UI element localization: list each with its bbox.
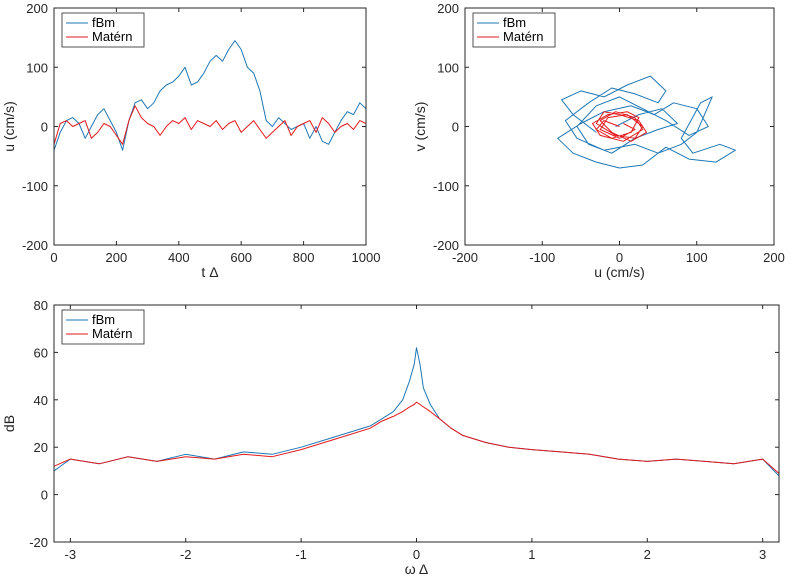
y-axis-label: dB <box>1 415 17 432</box>
y-tick-label: 40 <box>34 393 48 408</box>
legend-box <box>61 309 145 345</box>
x-tick-label: 0 <box>413 547 420 562</box>
x-tick-label: 0 <box>50 250 57 265</box>
y-tick-label: 60 <box>34 345 48 360</box>
y-tick-label: 0 <box>41 120 48 135</box>
x-tick-label: 100 <box>686 250 708 265</box>
x-tick-label: 3 <box>759 547 766 562</box>
legend-entry: fBm <box>92 15 115 30</box>
series-line-fbm <box>54 40 366 151</box>
y-tick-label: 200 <box>26 1 48 16</box>
y-tick-label: -20 <box>29 535 48 550</box>
legend-entry: Matérn <box>92 326 132 341</box>
x-axis-label: ω Δ <box>405 561 428 577</box>
x-tick-label: 1000 <box>352 250 381 265</box>
legend-box <box>472 12 556 48</box>
y-axis-label: v (cm/s) <box>412 102 428 152</box>
y-axis-label: u (cm/s) <box>1 101 17 152</box>
y-tick-label: 0 <box>452 120 459 135</box>
x-tick-label: -2 <box>180 547 192 562</box>
x-tick-label: -3 <box>65 547 77 562</box>
y-tick-label: 100 <box>26 60 48 75</box>
series-line-matern <box>54 105 366 145</box>
legend-entry: fBm <box>503 15 526 30</box>
legend-entry: fBm <box>92 312 115 327</box>
y-tick-label: -200 <box>433 238 459 253</box>
x-tick-label: 0 <box>616 250 623 265</box>
y-tick-label: -100 <box>22 179 48 194</box>
x-tick-label: 400 <box>168 250 190 265</box>
x-axis-label: t Δ <box>201 264 218 280</box>
series-line-matern <box>592 111 647 142</box>
series-line-fbm <box>54 347 779 476</box>
x-tick-label: -1 <box>295 547 307 562</box>
y-tick-label: -100 <box>433 179 459 194</box>
x-tick-label: -100 <box>529 250 555 265</box>
series-line-matern <box>54 401 779 474</box>
y-tick-label: 200 <box>437 1 459 16</box>
x-tick-label: 200 <box>106 250 128 265</box>
y-tick-label: 100 <box>437 60 459 75</box>
series-line-fbm <box>557 75 736 169</box>
x-tick-label: 2 <box>644 547 651 562</box>
x-tick-label: 800 <box>293 250 315 265</box>
x-tick-label: -200 <box>452 250 478 265</box>
y-tick-label: 20 <box>34 440 48 455</box>
x-tick-label: 1 <box>528 547 535 562</box>
chart-top-right: -200 -100 0 100 200 -200 -100 0 100 200 u (cm/s) v … <box>412 1 785 280</box>
y-tick-label: 0 <box>41 488 48 503</box>
axes-box <box>53 304 780 543</box>
legend-entry: Matérn <box>503 29 543 44</box>
y-tick-label: -200 <box>22 238 48 253</box>
legend-entry: Matérn <box>92 29 132 44</box>
y-tick-label: 80 <box>34 298 48 313</box>
x-tick-label: 200 <box>763 250 785 265</box>
x-tick-label: 600 <box>230 250 252 265</box>
legend-box <box>61 12 145 48</box>
x-axis-label: u (cm/s) <box>594 264 645 280</box>
chart-top-left: 0 200 400 600 800 1000 -200 -100 0 100 200 t Δ u (cm… <box>1 1 380 280</box>
